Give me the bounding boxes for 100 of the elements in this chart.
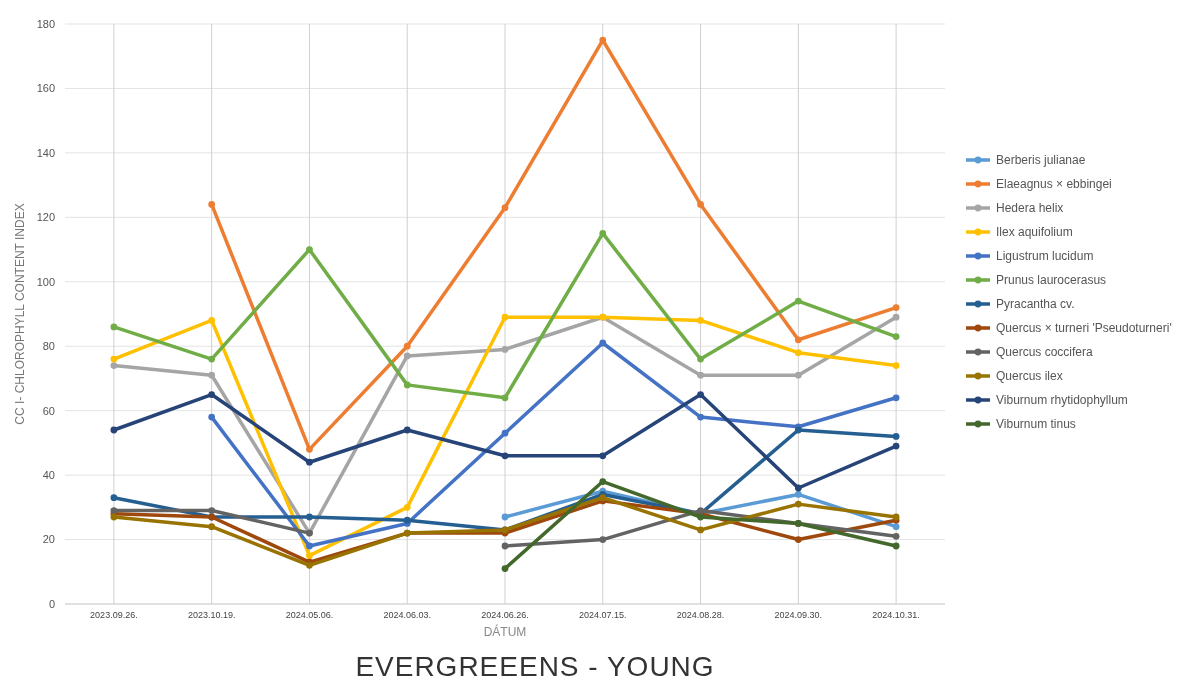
point <box>697 201 704 208</box>
point <box>599 36 607 44</box>
point <box>599 230 607 237</box>
legend-label: Hedera helix <box>996 201 1064 216</box>
y-tick-label: 180 <box>36 17 55 30</box>
point <box>403 516 411 524</box>
point <box>697 507 704 514</box>
y-tick-label: 120 <box>36 211 55 224</box>
point <box>794 349 802 357</box>
x-tick-label: 2024.08.28. <box>676 610 725 620</box>
point <box>501 513 509 521</box>
y-tick-label: 100 <box>36 275 55 288</box>
text: EVERGREEENS - YOUNG <box>355 651 715 680</box>
point <box>208 523 216 531</box>
legend-label: Prunus laurocerasus <box>996 273 1107 288</box>
legend-label: Ilex aquifolium <box>996 225 1073 240</box>
point <box>794 484 802 492</box>
point <box>501 452 509 460</box>
point <box>208 413 216 421</box>
point <box>892 304 900 311</box>
y-tick-label: 160 <box>36 82 55 95</box>
point <box>599 536 607 543</box>
point <box>110 507 118 514</box>
point <box>892 542 900 550</box>
point <box>501 565 509 572</box>
x-tick-label: 2024.07.15. <box>579 610 627 620</box>
legend-label: Quercus × turneri 'Pseudoturneri' <box>996 321 1172 336</box>
point <box>892 523 900 531</box>
y-tick-label: 60 <box>42 404 55 417</box>
point <box>501 542 509 550</box>
legend-label: Elaeagnus × ebbingei <box>996 177 1112 192</box>
x-axis-title: DÁTUM <box>483 624 527 639</box>
point <box>306 542 313 550</box>
legend-label: Ligustrum lucidum <box>996 249 1094 264</box>
point <box>110 494 118 502</box>
point <box>208 317 216 324</box>
point <box>403 352 411 360</box>
legend-label: Quercus ilex <box>996 369 1063 384</box>
point <box>306 445 313 453</box>
legend-label: Berberis julianae <box>996 153 1086 168</box>
point <box>794 491 802 498</box>
point <box>306 552 313 560</box>
legend-label: Quercus coccifera <box>996 345 1094 360</box>
point <box>892 394 900 402</box>
point <box>110 426 118 434</box>
point <box>599 339 607 347</box>
x-tick-label: 2024.05.06. <box>285 610 334 620</box>
point <box>599 452 607 460</box>
point <box>892 313 900 321</box>
point <box>110 323 118 331</box>
point <box>794 500 802 508</box>
point <box>110 355 118 363</box>
point <box>501 204 509 212</box>
point <box>208 371 216 379</box>
legend-label: Pyracantha cv. <box>996 297 1075 312</box>
x-tick-label: 2024.10.31. <box>872 610 920 620</box>
point <box>892 362 900 369</box>
point <box>599 478 607 485</box>
point <box>403 426 411 434</box>
point <box>306 458 313 466</box>
point <box>697 526 704 534</box>
point <box>892 442 900 450</box>
point <box>892 532 900 540</box>
point <box>403 503 411 511</box>
point <box>794 536 802 543</box>
x-tick-label: 2024.09.30. <box>774 610 823 620</box>
x-tick-label: 2023.09.26. <box>90 610 138 620</box>
legend-label: Viburnum rhytidophyllum <box>996 393 1128 408</box>
point <box>403 381 411 389</box>
point <box>794 297 802 305</box>
point <box>208 355 216 363</box>
point <box>208 507 216 514</box>
point <box>501 313 509 321</box>
point <box>501 394 509 402</box>
point <box>794 371 802 379</box>
point <box>208 391 216 398</box>
x-tick-label: 2024.06.03. <box>383 610 431 620</box>
point <box>892 433 900 440</box>
point <box>697 317 704 324</box>
point <box>501 346 509 353</box>
point <box>403 342 411 350</box>
point <box>501 429 509 437</box>
point <box>697 371 704 379</box>
x-tick-label: 2023.10.19. <box>187 610 236 620</box>
point <box>697 413 704 421</box>
y-tick-label: 0 <box>48 597 55 610</box>
y-tick-label: 140 <box>36 146 55 159</box>
point <box>794 336 802 344</box>
point <box>110 362 118 369</box>
legend-label: Viburnum tinus <box>996 417 1076 432</box>
y-tick-label: 40 <box>42 468 55 481</box>
point <box>306 513 313 521</box>
point <box>697 391 704 398</box>
point <box>208 201 216 208</box>
y-tick-label: 20 <box>42 533 55 546</box>
point <box>892 333 900 340</box>
point <box>697 355 704 363</box>
y-axis-title: CC I- CHLOROPHYLL CONTENT INDEX <box>13 203 27 425</box>
y-tick-label: 80 <box>42 340 55 353</box>
x-tick-label: 2024.06.26. <box>481 610 529 620</box>
